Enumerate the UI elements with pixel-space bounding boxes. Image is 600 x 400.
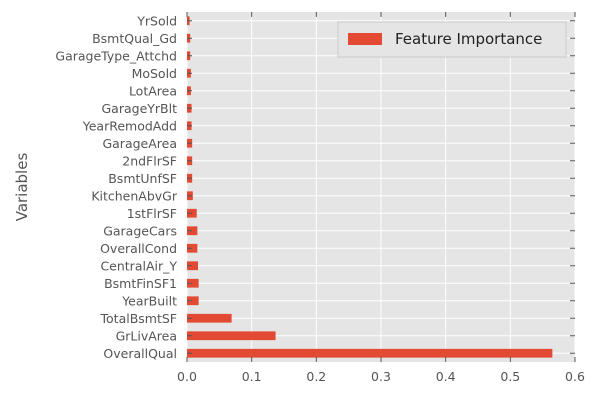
- x-tick-label: 0.3: [371, 369, 391, 384]
- y-tick-label: CentralAir_Y: [100, 258, 177, 273]
- y-tick-label: 1stFlrSF: [127, 206, 177, 221]
- y-tick-label: BsmtQual_Gd: [92, 31, 177, 46]
- x-tick-label: 0.2: [306, 369, 326, 384]
- y-tick-label: TotalBsmtSF: [100, 311, 177, 326]
- y-tick-label: 2ndFlrSF: [122, 153, 177, 168]
- x-tick-label: 0.6: [565, 369, 585, 384]
- y-tick-label: BsmtUnfSF: [108, 171, 177, 186]
- bar-OverallQual: [187, 348, 553, 358]
- y-tick-label: MoSold: [132, 66, 177, 81]
- x-tick-label: 0.1: [242, 369, 262, 384]
- bar-GarageCars: [187, 226, 198, 236]
- tick-marks: [186, 12, 576, 362]
- y-axis-label: Variables: [13, 153, 31, 222]
- tick-labels: 0.0 0.1 0.2 0.3 0.4 0.5 0.6 OverallQual GrLivAre…: [55, 13, 585, 384]
- y-tick-label: OverallQual: [103, 346, 177, 361]
- x-tick-label: 0.5: [500, 369, 520, 384]
- y-tick-label: YearRemodAdd: [82, 118, 177, 133]
- y-tick-label: GarageType_Attchd: [55, 48, 177, 63]
- y-tick-label: GrLivArea: [116, 328, 177, 343]
- legend: Feature Importance: [337, 21, 567, 58]
- bar-CentralAir_Y: [187, 261, 198, 271]
- y-tick-label: YearBuilt: [121, 293, 177, 308]
- legend-swatch: [348, 33, 382, 45]
- x-tick-label: 0.4: [436, 369, 456, 384]
- x-tick-label: 0.0: [177, 369, 197, 384]
- bar-GrLivArea: [187, 331, 276, 341]
- y-tick-label: KitchenAbvGr: [91, 188, 178, 203]
- y-tick-label: GarageCars: [103, 223, 177, 238]
- bar-YearBuilt: [187, 296, 199, 306]
- y-tick-label: YrSold: [136, 13, 177, 28]
- y-tick-label: BsmtFinSF1: [104, 276, 177, 291]
- bar-OverallCond: [187, 243, 198, 253]
- bar-TotalBsmtSF: [187, 313, 232, 323]
- y-tick-label: GarageArea: [102, 136, 177, 151]
- bar-BsmtFinSF1: [187, 278, 199, 288]
- legend-label: Feature Importance: [395, 30, 542, 48]
- y-tick-label: OverallCond: [100, 241, 177, 256]
- y-tick-label: GarageYrBlt: [102, 101, 178, 116]
- y-tick-label: LotArea: [129, 83, 177, 98]
